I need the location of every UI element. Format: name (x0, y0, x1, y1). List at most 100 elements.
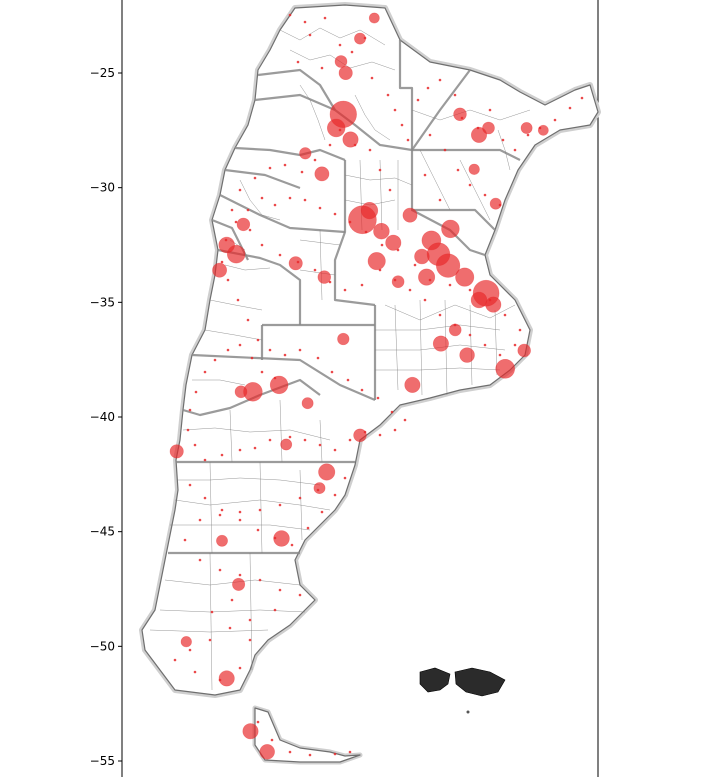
location-dot (320, 510, 324, 514)
data-bubble (259, 744, 275, 760)
location-dot (513, 148, 517, 152)
data-bubble (373, 223, 390, 240)
data-bubble (288, 256, 303, 271)
location-dot (353, 143, 357, 147)
location-dot (483, 343, 487, 347)
location-dot (226, 348, 230, 352)
y-tick-label: −55 (90, 754, 115, 768)
location-dot (288, 196, 292, 200)
location-dot (360, 388, 364, 392)
location-dot (363, 430, 367, 434)
data-bubble (314, 166, 330, 182)
location-dot (393, 428, 397, 432)
location-dot (224, 238, 228, 242)
location-dot (488, 108, 492, 112)
location-dot (316, 488, 320, 492)
location-dot (303, 198, 307, 202)
location-dot (348, 220, 352, 224)
data-bubble (269, 375, 289, 395)
data-bubble (180, 636, 192, 648)
location-dot (188, 483, 192, 487)
location-dot (278, 253, 282, 257)
data-bubble (216, 534, 228, 547)
location-dot (283, 353, 287, 357)
malvinas-islands (419, 667, 506, 714)
data-bubble (353, 428, 367, 442)
location-dot (186, 428, 190, 432)
location-dot (308, 753, 312, 757)
data-bubble (485, 296, 502, 313)
location-dot (306, 526, 310, 530)
location-dot (288, 13, 292, 17)
data-bubble (338, 66, 353, 81)
location-dot (256, 338, 260, 342)
location-dot (498, 353, 502, 357)
location-dot (316, 356, 320, 360)
data-bubble (468, 163, 480, 175)
data-bubble (360, 202, 379, 220)
location-dot (363, 36, 367, 40)
location-dot (258, 508, 262, 512)
location-dot (538, 126, 542, 130)
location-dot (483, 193, 487, 197)
data-bubble (455, 267, 475, 287)
location-dot (388, 188, 392, 192)
location-dot (230, 598, 234, 602)
location-dot (230, 208, 234, 212)
location-dot (234, 220, 238, 224)
location-dot (408, 288, 412, 292)
location-dot (376, 396, 380, 400)
location-dot (498, 203, 502, 207)
location-dot (333, 448, 337, 452)
location-dot (288, 750, 292, 754)
location-dot (318, 443, 322, 447)
location-dot (193, 670, 197, 674)
data-bubble (299, 147, 312, 160)
location-dot (238, 448, 242, 452)
location-dot (253, 446, 257, 450)
data-bubble (232, 577, 246, 591)
y-tick-label: −50 (90, 639, 115, 653)
location-dot (193, 443, 197, 447)
data-bubble (520, 122, 533, 134)
location-dot (328, 143, 332, 147)
location-dot (273, 376, 277, 380)
data-bubble (459, 347, 475, 363)
y-axis: −25 −30 −35 −40 −45 −50 −55 (90, 66, 122, 768)
data-bubble (470, 291, 488, 309)
location-dot (518, 328, 522, 332)
location-dot (188, 408, 192, 412)
location-dot (328, 280, 332, 284)
location-dot (300, 170, 304, 174)
data-bubble (402, 207, 418, 223)
data-bubble (218, 236, 235, 254)
data-bubble (421, 230, 442, 251)
location-dot (390, 410, 394, 414)
location-dot (453, 323, 457, 327)
location-dot (173, 658, 177, 662)
y-tick-label: −35 (90, 295, 115, 309)
data-bubble (242, 723, 259, 740)
location-dot (348, 438, 352, 442)
location-dot (318, 206, 322, 210)
location-dot (203, 458, 207, 462)
location-dot (568, 106, 572, 110)
location-dot (378, 168, 382, 172)
location-dot (393, 278, 397, 282)
location-dot (260, 196, 264, 200)
y-tick-label: −45 (90, 525, 115, 539)
data-bubble (453, 107, 467, 122)
location-dot (378, 268, 382, 272)
data-bubble (234, 385, 248, 399)
location-dot (270, 738, 274, 742)
location-dot (343, 476, 347, 480)
location-dot (236, 298, 240, 302)
location-dot (308, 33, 312, 37)
location-dot (273, 203, 277, 207)
location-dot (323, 16, 327, 20)
location-dot (198, 518, 202, 522)
location-dot (218, 568, 222, 572)
location-dot (303, 438, 307, 442)
data-bubble (236, 217, 251, 232)
